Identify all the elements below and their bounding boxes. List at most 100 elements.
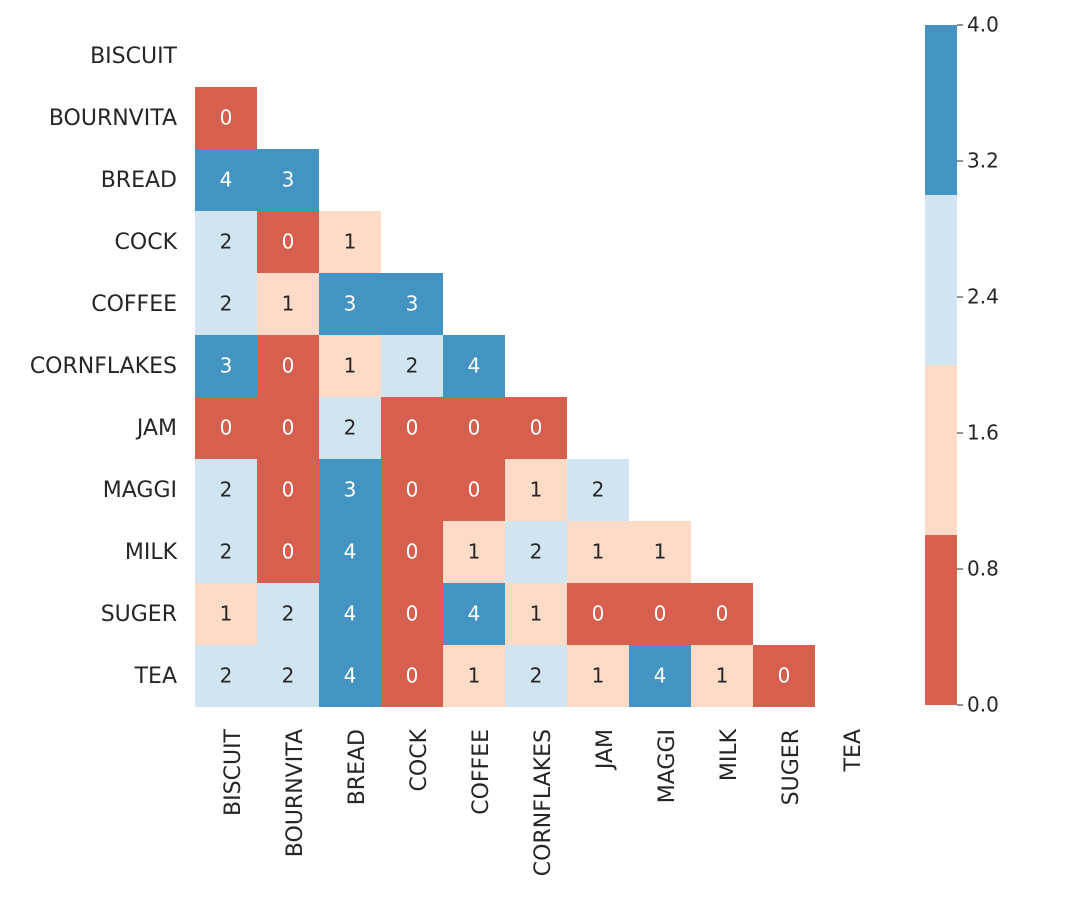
x-tick-label: BISCUIT xyxy=(221,728,246,815)
cell-value-label: 1 xyxy=(468,540,481,564)
heatmap-cell xyxy=(257,149,319,211)
cell-value-label: 4 xyxy=(344,664,357,688)
heatmap-cell xyxy=(381,459,443,521)
heatmap-cell xyxy=(381,645,443,707)
heatmap-cell xyxy=(319,583,381,645)
heatmap-cell xyxy=(257,583,319,645)
cell-value-label: 2 xyxy=(220,664,233,688)
heatmap-cell xyxy=(319,459,381,521)
heatmap-cell xyxy=(195,397,257,459)
x-tick-label: JAM xyxy=(593,729,618,771)
heatmap-cell xyxy=(691,583,753,645)
heatmap-cell xyxy=(195,335,257,397)
cell-value-label: 1 xyxy=(592,664,605,688)
x-tick-label: COCK xyxy=(407,728,432,791)
cell-value-label: 2 xyxy=(282,664,295,688)
heatmap-cell xyxy=(381,521,443,583)
cell-value-label: 0 xyxy=(778,664,791,688)
cell-value-label: 2 xyxy=(220,478,233,502)
cell-value-label: 0 xyxy=(716,602,729,626)
heatmap-cell xyxy=(505,645,567,707)
heatmap-cell xyxy=(691,645,753,707)
heatmap-cell xyxy=(319,645,381,707)
colorbar-bin xyxy=(925,365,957,535)
heatmap-cell xyxy=(319,211,381,273)
y-tick-label: MILK xyxy=(125,540,178,565)
y-tick-label: CORNFLAKES xyxy=(30,354,177,379)
y-tick-label: MAGGI xyxy=(103,478,177,503)
heatmap-cell xyxy=(567,583,629,645)
cell-value-label: 0 xyxy=(220,416,233,440)
heatmap-cell xyxy=(319,521,381,583)
heatmap-cell xyxy=(195,459,257,521)
colorbar-bin xyxy=(925,535,957,705)
heatmap-cell xyxy=(195,273,257,335)
colorbar: 0.0 0.8 1.6 2.4 3.2 4.0 xyxy=(925,13,999,717)
y-tick-label: TEA xyxy=(134,664,177,689)
x-tick-label: MILK xyxy=(717,728,742,781)
cell-value-label: 1 xyxy=(344,354,357,378)
cell-value-label: 2 xyxy=(406,354,419,378)
y-tick-label: BOURNVITA xyxy=(49,106,177,131)
colorbar-tick-label: 2.4 xyxy=(967,285,999,309)
cell-value-label: 0 xyxy=(468,478,481,502)
heatmap-cell xyxy=(381,273,443,335)
y-tick-label: SUGER xyxy=(101,602,177,627)
heatmap-cell xyxy=(257,335,319,397)
y-tick-label: COCK xyxy=(115,230,178,255)
heatmap-cell xyxy=(443,397,505,459)
heatmap-cell xyxy=(567,459,629,521)
cell-value-label: 2 xyxy=(592,478,605,502)
heatmap-cell xyxy=(567,521,629,583)
cell-value-label: 3 xyxy=(282,168,295,192)
cell-value-label: 4 xyxy=(344,602,357,626)
x-tick-labels: BISCUIT BOURNVITA BREAD COCK COFFEE CORNFLAKE… xyxy=(221,728,866,876)
cell-value-label: 1 xyxy=(282,292,295,316)
cell-value-label: 2 xyxy=(220,540,233,564)
cell-value-label: 0 xyxy=(654,602,667,626)
y-tick-label: COFFEE xyxy=(91,292,177,317)
x-tick-label: BOURNVITA xyxy=(283,729,308,857)
cell-value-label: 0 xyxy=(406,664,419,688)
cell-value-label: 1 xyxy=(530,602,543,626)
x-tick-label: SUGER xyxy=(779,729,804,805)
cell-value-label: 0 xyxy=(282,416,295,440)
colorbar-tick-label: 0.0 xyxy=(967,693,999,717)
heatmap-cell xyxy=(319,335,381,397)
heatmap-cell xyxy=(381,583,443,645)
cell-value-label: 0 xyxy=(592,602,605,626)
cell-value-label: 4 xyxy=(220,168,233,192)
cell-value-label: 0 xyxy=(282,478,295,502)
cell-value-label: 0 xyxy=(406,602,419,626)
heatmap-cell xyxy=(195,521,257,583)
colorbar-bin xyxy=(925,195,957,365)
heatmap-cell xyxy=(195,645,257,707)
y-tick-label: BREAD xyxy=(101,168,177,193)
cell-value-label: 1 xyxy=(530,478,543,502)
cell-value-label: 2 xyxy=(220,292,233,316)
heatmap-cell xyxy=(381,397,443,459)
heatmap-cell xyxy=(195,149,257,211)
cell-value-label: 1 xyxy=(716,664,729,688)
x-tick-label: BREAD xyxy=(345,729,370,805)
cell-value-label: 0 xyxy=(220,106,233,130)
colorbar-tick-label: 0.8 xyxy=(967,557,999,581)
cell-value-label: 4 xyxy=(344,540,357,564)
cell-value-label: 2 xyxy=(344,416,357,440)
cell-value-label: 1 xyxy=(344,230,357,254)
cell-value-label: 0 xyxy=(282,540,295,564)
y-tick-label: BISCUIT xyxy=(90,44,177,69)
y-tick-label: JAM xyxy=(135,416,177,441)
heatmap-cell xyxy=(629,645,691,707)
heatmap-cell xyxy=(443,583,505,645)
heatmap-cell xyxy=(195,583,257,645)
heatmap-cell xyxy=(257,645,319,707)
cell-value-label: 0 xyxy=(282,230,295,254)
cell-value-label: 1 xyxy=(468,664,481,688)
colorbar-tick-label: 3.2 xyxy=(967,149,999,173)
colorbar-tick-label: 4.0 xyxy=(967,13,999,37)
heatmap-cell xyxy=(195,87,257,149)
heatmap-cell xyxy=(629,521,691,583)
cell-value-label: 4 xyxy=(654,664,667,688)
